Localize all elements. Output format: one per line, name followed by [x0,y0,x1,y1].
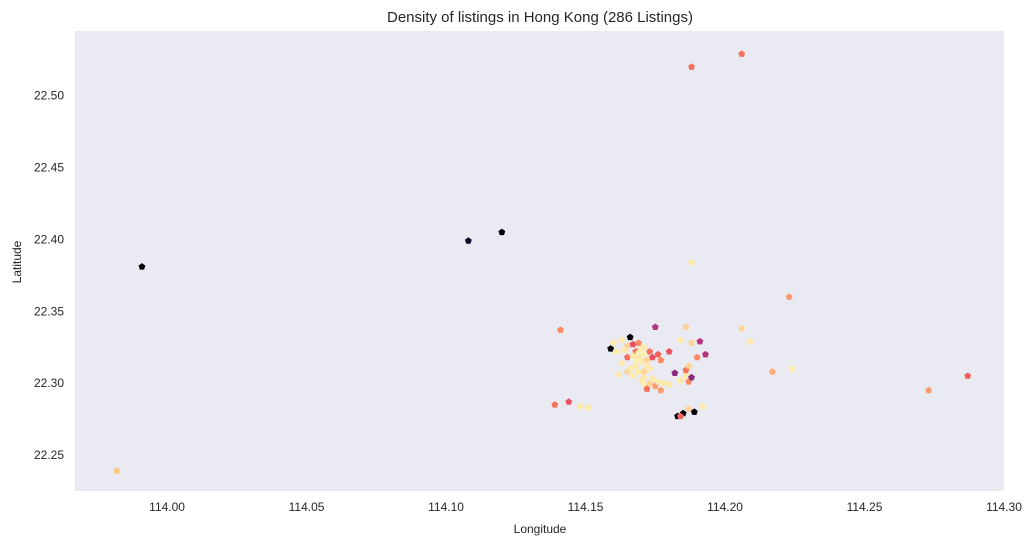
y-tick-label: 22.25 [34,448,64,462]
scatter-point [607,345,615,352]
scatter-point [640,350,648,358]
scatter-point [665,381,673,388]
scatter-point [640,343,648,351]
scatter-point [629,340,637,348]
scatter-point [629,372,637,379]
scatter-point [565,398,573,405]
scatter-point [746,337,754,345]
x-tick-label: 114.15 [568,500,604,514]
scatter-point [685,405,693,412]
scatter-point [618,359,626,366]
scatter-point [635,339,642,346]
scatter-point [138,263,146,270]
scatter-point [649,375,656,382]
scatter-point [657,386,665,394]
scatter-point [637,358,645,365]
scatter-point [632,362,640,369]
scatter-point [696,337,704,345]
y-tick-label: 22.40 [34,232,64,246]
scatter-point [643,356,651,364]
scatter-point [621,346,629,354]
y-tick-label: 22.45 [34,161,64,175]
chart-title: Density of listings in Hong Kong (286 Li… [387,9,693,26]
scatter-point [682,323,690,331]
scatter-point [785,293,793,300]
scatter-point [651,323,659,331]
scatter-point [654,378,662,385]
x-tick-label: 114.20 [707,500,743,514]
scatter-point [665,347,673,355]
y-axis-ticks: 22.25 22.30 22.35 22.40 22.45 22.50 [34,89,64,462]
scatter-point [643,385,651,392]
scatter-point [688,339,695,346]
scatter-point [688,258,695,266]
x-tick-label: 114.05 [289,500,325,514]
plot-area [75,31,1004,491]
scatter-point [702,350,709,358]
scatter-point [688,373,695,381]
scatter-point [640,368,648,375]
x-tick-label: 114.10 [428,500,464,514]
scatter-point [623,342,631,349]
scatter-point [576,402,584,410]
scatter-point [498,228,506,236]
scatter-point [557,326,564,333]
scatter-point [925,386,933,394]
scatter-point [626,333,634,341]
scatter-point [551,401,559,408]
scatter-point [635,349,642,356]
scatter-point [676,412,684,420]
scatter-point [738,50,746,57]
scatter-point [964,372,972,379]
scatter-point [113,467,121,474]
y-tick-label: 22.50 [34,89,64,103]
scatter-point [688,63,695,70]
scatter-point [690,408,698,415]
y-tick-label: 22.35 [34,304,64,318]
scatter-point [629,352,637,359]
scatter-point [685,362,693,369]
scatter-point [615,370,623,378]
scatter-point [660,379,668,387]
scatter-point [584,404,592,411]
scatter-point [646,347,654,355]
scatter-point [623,353,631,361]
scatter-point [654,350,662,358]
scatter-point [769,368,776,375]
scatter-point [646,365,654,372]
scatter-point [738,324,746,332]
scatter-point [693,353,701,361]
scatter-point [699,402,707,410]
scatter-point [657,356,665,364]
scatter-point [464,237,472,244]
x-axis-label: Longitude [514,522,567,536]
data-points [113,50,972,474]
x-tick-label: 114.30 [986,500,1022,514]
y-tick-label: 22.30 [34,376,64,390]
scatter-point [640,373,648,381]
y-axis-label: Latitude [10,240,24,283]
x-axis-ticks: 114.00 114.05 114.10 114.15 114.20 114.25 114.… [149,500,1022,514]
scatter-point [612,347,620,355]
x-tick-label: 114.25 [847,500,883,514]
scatter-point [788,365,796,372]
scatter-point [610,339,617,346]
scatter-point [649,353,656,361]
scatter-point [676,336,684,343]
scatter-point [682,372,690,379]
x-tick-label: 114.00 [149,500,185,514]
scatter-point [626,365,634,372]
scatter-point [671,369,679,377]
scatter-point [635,368,642,375]
scatter-point [618,336,626,343]
scatter-point [676,376,684,384]
